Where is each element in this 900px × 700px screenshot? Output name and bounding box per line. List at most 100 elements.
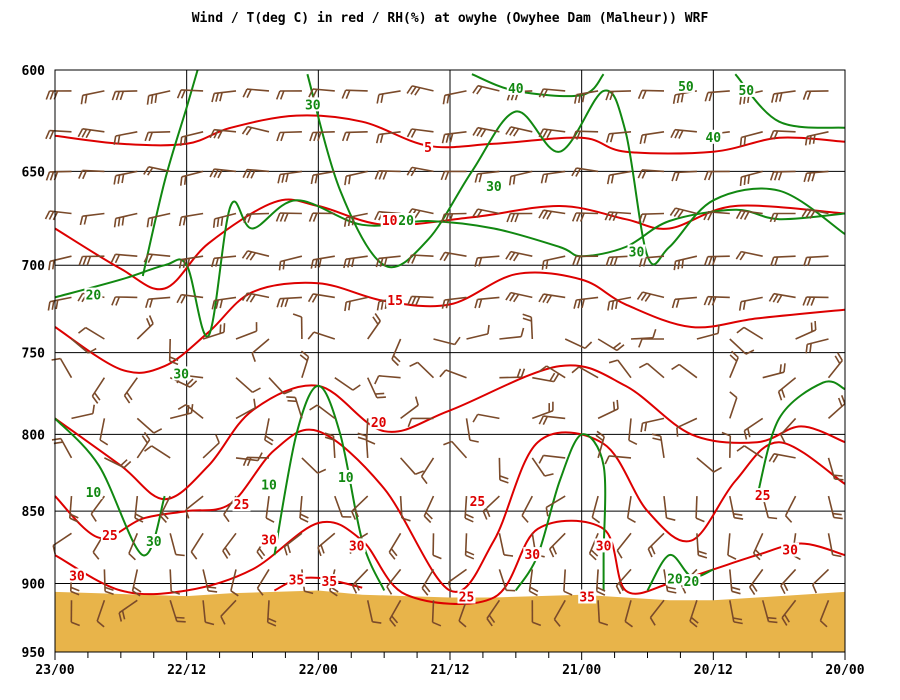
wind-barb-feather bbox=[572, 256, 577, 266]
contour-labels: 5 10 15 20 25 25 25 25 25 30 30 30 30 30 30 35 35 35 30 40 5… bbox=[67, 78, 800, 606]
wind-barb-feather bbox=[627, 517, 636, 523]
wind-barb-feather bbox=[213, 129, 219, 139]
wind-barb-staff bbox=[316, 404, 336, 420]
wind-barb-staff bbox=[268, 377, 285, 395]
wind-barb-staff bbox=[301, 457, 319, 474]
wind-barb-feather bbox=[563, 590, 573, 596]
wind-barb-feather bbox=[275, 90, 281, 100]
wind-barb-feather bbox=[647, 548, 653, 558]
wind-barb-feather bbox=[79, 216, 84, 226]
wind-barb-feather bbox=[454, 336, 461, 345]
wind-barb-feather bbox=[86, 256, 92, 266]
wind-barb-feather bbox=[575, 212, 581, 222]
wind-barb-feather bbox=[505, 292, 512, 301]
wind-barb-feather bbox=[175, 616, 185, 619]
wind-barb-feather bbox=[486, 618, 493, 627]
wind-barb-feather bbox=[211, 258, 215, 268]
wind-barb-feather bbox=[681, 259, 684, 269]
wind-barb-feather bbox=[299, 517, 309, 523]
wind-barb-feather bbox=[45, 130, 51, 140]
wind-barb-feather bbox=[642, 213, 647, 223]
wind-barb-feather bbox=[351, 510, 357, 520]
wind-barb-feather bbox=[347, 258, 351, 268]
wind-barb-feather bbox=[51, 300, 55, 310]
rh-label: 30 bbox=[146, 535, 162, 550]
wind-barb-feather bbox=[175, 553, 185, 557]
wind-barb-feather bbox=[374, 170, 380, 180]
wind-barb-feather bbox=[186, 258, 191, 268]
wind-barb-feather bbox=[247, 213, 252, 223]
wind-barb-feather bbox=[169, 360, 179, 366]
terrain bbox=[55, 590, 845, 652]
wind-barb-feather bbox=[215, 434, 220, 444]
wind-barb-feather bbox=[441, 134, 446, 144]
wind-barb-staff bbox=[235, 407, 256, 420]
wind-barb-feather bbox=[71, 621, 80, 627]
wind-barb-staff bbox=[420, 457, 435, 477]
wind-barb-feather bbox=[638, 257, 643, 268]
rh-label: 30 bbox=[173, 367, 189, 382]
wind-barb-feather bbox=[802, 296, 808, 306]
rh-label: 40 bbox=[705, 131, 721, 146]
wind-barb-feather bbox=[104, 586, 114, 592]
temperature-label: 10 bbox=[382, 214, 398, 229]
wind-barb-feather bbox=[279, 90, 285, 100]
wind-barb-staff bbox=[85, 326, 105, 340]
wind-barb-feather bbox=[134, 517, 144, 523]
isotherm-20 bbox=[54, 364, 846, 501]
wind-barb-feather bbox=[739, 137, 743, 147]
wind-barb-feather bbox=[375, 134, 380, 144]
wind-barb-feather bbox=[774, 256, 779, 266]
wind-barb-feather bbox=[513, 252, 520, 262]
wind-barb-feather bbox=[219, 92, 223, 102]
wind-barb-feather bbox=[391, 615, 399, 624]
wind-barb-feather bbox=[409, 361, 419, 368]
wind-barb-feather bbox=[652, 437, 662, 441]
wind-barb-feather bbox=[205, 621, 215, 626]
temperature-label: 30 bbox=[349, 539, 365, 554]
wind-barb-feather bbox=[751, 583, 758, 592]
wind-barb-staff bbox=[466, 333, 489, 340]
wind-barb-feather bbox=[650, 545, 656, 555]
wind-barb-feather bbox=[96, 620, 105, 628]
wind-barb-feather bbox=[379, 257, 384, 267]
wind-barb-feather bbox=[222, 550, 229, 559]
wind-barb-feather bbox=[149, 298, 154, 308]
wind-barb-feather bbox=[133, 586, 142, 593]
wind-barb-feather bbox=[209, 129, 215, 139]
wind-barb-feather bbox=[110, 253, 117, 263]
wind-barb-staff bbox=[52, 532, 72, 547]
wind-barb-feather bbox=[82, 256, 88, 266]
wind-barb-feather bbox=[469, 439, 479, 443]
rh-label-bg bbox=[484, 178, 503, 193]
wind-barb-feather bbox=[249, 294, 256, 303]
wind-barb-feather bbox=[382, 170, 388, 180]
wind-barb-feather bbox=[805, 209, 812, 219]
wind-barb-feather bbox=[673, 261, 677, 271]
wind-barb-feather bbox=[425, 511, 433, 520]
x-tick-label: 22/00 bbox=[299, 663, 338, 678]
wind-barb-feather bbox=[88, 347, 97, 354]
wind-barb-feather bbox=[277, 174, 281, 184]
wind-barb-feather bbox=[401, 517, 411, 522]
wind-barb-feather bbox=[348, 301, 351, 311]
wind-barb-feather bbox=[410, 86, 417, 95]
wind-barb-feather bbox=[541, 260, 545, 270]
wind-barb-feather bbox=[83, 215, 88, 225]
wind-barb-feather bbox=[344, 301, 347, 312]
wind-barb-feather bbox=[540, 174, 545, 184]
wind-barb-feather bbox=[805, 344, 808, 354]
wind-barb-feather bbox=[445, 133, 450, 143]
axes: 600 650 700 750 800 850 900 950 23/00 22/12 22/00 2… bbox=[22, 64, 865, 678]
wind-barb-feather bbox=[674, 129, 680, 139]
wind-barb-feather bbox=[670, 129, 676, 139]
wind-barb-feather bbox=[704, 92, 709, 102]
rh-label: 50 bbox=[738, 84, 754, 99]
wind-barb-feather bbox=[739, 210, 746, 220]
wind-barb-feather bbox=[509, 293, 516, 302]
wind-barb-feather bbox=[146, 218, 150, 228]
wind-barb-feather bbox=[216, 217, 220, 227]
wind-barb-feather bbox=[551, 545, 558, 555]
temperature-label: 30 bbox=[261, 534, 277, 549]
